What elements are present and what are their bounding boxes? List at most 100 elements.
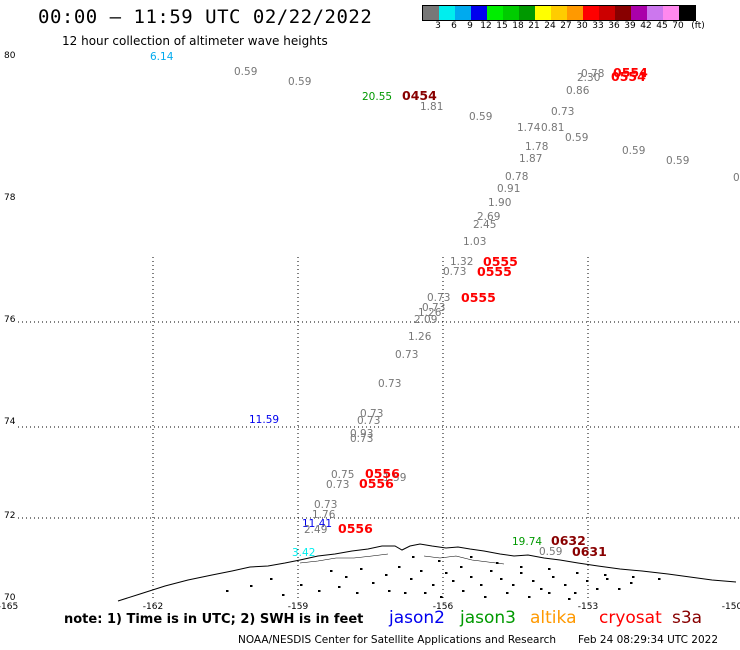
lake-dot (548, 568, 551, 570)
color-swatch (439, 6, 455, 20)
lake-dot (484, 596, 487, 598)
lake-dot (412, 556, 415, 558)
chart-title: 00:00 — 11:59 UTC 02/22/2022 (38, 6, 373, 28)
lake-dot (548, 592, 551, 594)
wave-height-value: 0.81 (541, 122, 564, 134)
lake-dot (330, 570, 333, 572)
color-swatch (647, 6, 663, 20)
longitude-label: -150 (722, 602, 740, 612)
color-swatch (535, 6, 551, 20)
color-scale-label: 39 (624, 21, 636, 31)
lake-dot (226, 590, 229, 592)
pass-time-label: 0554 (613, 65, 648, 80)
wave-height-value: 1.03 (463, 236, 486, 248)
coastline-north-slope (117, 543, 737, 602)
lake-dot (574, 592, 577, 594)
wave-height-value: 0.73 (422, 302, 445, 314)
color-swatch (599, 6, 615, 20)
color-scale-label: 70 (672, 21, 684, 31)
lake-dots (226, 556, 661, 600)
wave-height-value: 0 (733, 172, 740, 184)
lake-dot (318, 590, 321, 592)
lake-dot (500, 578, 503, 580)
wave-height-value: 0.73 (360, 408, 383, 420)
lake-dot (480, 584, 483, 586)
lake-dot (424, 592, 427, 594)
color-swatch (471, 6, 487, 20)
wave-height-value: 11.41 (302, 518, 332, 530)
lake-dot (520, 566, 523, 568)
wave-height-value: 2.30 (577, 72, 600, 84)
latitude-label: 74 (4, 417, 16, 427)
color-swatch (663, 6, 679, 20)
color-scale-label: 36 (608, 21, 620, 31)
lake-dot (338, 586, 341, 588)
lake-dot (282, 594, 285, 596)
wave-height-value: 0.73 (395, 349, 418, 361)
color-scale-label: 9 (467, 21, 473, 31)
pass-time-label: 0454 (402, 88, 437, 103)
wave-height-value: 0.75 (331, 469, 354, 481)
wave-height-value: 3.42 (292, 547, 315, 559)
pass-time-label: 0555 (477, 264, 512, 279)
color-swatch (567, 6, 583, 20)
footnote: note: 1) Time is in UTC; 2) SWH is in fe… (64, 612, 364, 627)
wave-height-value: 0.73 (314, 499, 337, 511)
lake-dot (398, 566, 401, 568)
wave-height-value: 1.32 (450, 256, 473, 268)
wave-height-value: 1.26 (418, 307, 442, 319)
color-scale-label: 42 (640, 21, 652, 31)
wave-height-value: 0.86 (566, 85, 590, 97)
longitude-label: -165 (0, 602, 18, 612)
wave-height-value: 2.09 (414, 314, 437, 326)
pass-time-label: 0632 (551, 533, 586, 548)
lake-dot (618, 588, 621, 590)
color-scale-label: 27 (560, 21, 572, 31)
wave-height-value: 0.91 (497, 183, 520, 195)
color-swatch (615, 6, 631, 20)
wave-height-value: 2.69 (477, 211, 500, 223)
lake-dot (445, 572, 448, 574)
lake-dot (506, 592, 509, 594)
wave-height-value: 0.78 (581, 68, 604, 80)
pass-time-label: 0631 (572, 544, 607, 559)
color-scale-label: 18 (512, 21, 524, 31)
longitude-label: -156 (433, 602, 454, 612)
axis-labels: 80 78 76 74 72 70-165 -162 -159 -156 -153 -150 (0, 51, 740, 612)
color-scale-label: 3 (435, 21, 441, 31)
lake-dot (432, 584, 435, 586)
coastline-inner-east (423, 555, 505, 565)
lake-dot (540, 588, 543, 590)
lake-dot (388, 590, 391, 592)
latitude-label: 78 (4, 193, 16, 203)
lake-dot (372, 582, 375, 584)
lake-dot (630, 582, 633, 584)
pass-time-label: 0556 (359, 476, 394, 491)
legend-item-altika: altika (530, 608, 577, 628)
lake-dot (452, 580, 455, 582)
lake-dot (528, 596, 531, 598)
lake-dot (440, 596, 443, 598)
wave-height-value: 0.59 (539, 546, 562, 558)
wave-height-value: 0.59 (469, 111, 492, 123)
lake-dot (586, 580, 589, 582)
wave-height-value: 0.78 (505, 171, 528, 183)
wave-height-value: 0.73 (551, 106, 574, 118)
lake-dot (404, 592, 407, 594)
color-swatch (679, 6, 695, 20)
legend-item-cryosat: cryosat (599, 608, 662, 628)
color-swatch (631, 6, 647, 20)
lat-lon-grid (18, 257, 740, 600)
wave-height-value: 1.78 (525, 141, 548, 153)
latitude-label: 80 (4, 51, 16, 61)
lake-dot (596, 588, 599, 590)
wave-height-value: 0.73 (357, 415, 380, 427)
wave-height-value: 0.93 (350, 428, 373, 440)
color-scale-label: 30 (576, 21, 588, 31)
color-swatch (487, 6, 503, 20)
color-scale-labels: 3 6 9 12 15 18 21 24 27 30 33 36 39 42 45 70 (ft) (422, 21, 740, 35)
lake-dot (345, 576, 348, 578)
color-scale-bar (422, 5, 696, 21)
wave-height-value: 1.87 (519, 153, 542, 165)
